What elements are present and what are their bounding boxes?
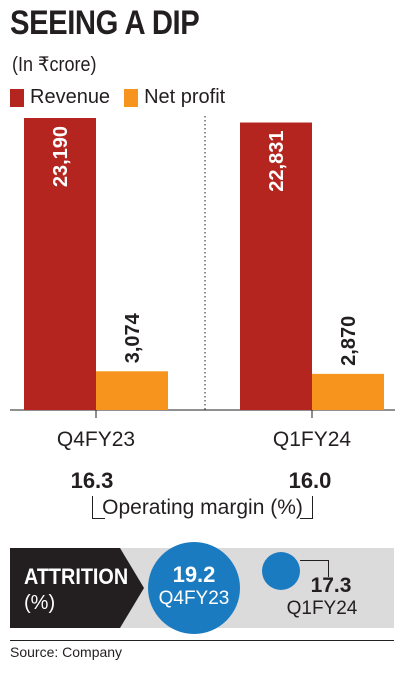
bar-revenue-q4fy23 xyxy=(24,118,96,410)
margin-label: Operating margin (%) xyxy=(102,496,303,519)
data-label-net-profit-q4fy23: 3,074 xyxy=(122,312,144,363)
margin-value-q4fy23: 16.3 xyxy=(70,468,114,493)
attrition-period-next: Q1FY24 xyxy=(286,598,358,619)
attrition-circle-current: 19.2 Q4FY23 xyxy=(148,542,240,634)
margin-value-q1fy24: 16.0 xyxy=(288,468,332,493)
attrition-period-current: Q4FY23 xyxy=(158,588,230,609)
x-tick-label-q4fy23: Q4FY23 xyxy=(57,428,135,451)
legend-item-revenue: Revenue xyxy=(10,86,110,109)
data-label-revenue-q1fy24: 22,831 xyxy=(266,131,288,192)
attrition-value-current: 19.2 xyxy=(172,562,216,587)
x-tick-label-q1fy24: Q1FY24 xyxy=(273,428,352,451)
attrition-unit: (%) xyxy=(24,592,56,614)
bar-net-profit-q4fy23 xyxy=(96,371,168,410)
bar-chart: 23,190 3,074 Q4FY23 22,831 2,870 Q1FY24 xyxy=(10,116,395,451)
data-label-net-profit-q1fy24: 2,870 xyxy=(338,316,360,366)
legend-label-net-profit: Net profit xyxy=(144,86,226,108)
attrition-value-next: 17.3 xyxy=(310,574,352,597)
attrition-circle-next xyxy=(262,552,300,590)
source-note: Source: Company xyxy=(10,644,123,660)
legend-swatch-revenue xyxy=(10,88,24,107)
legend-swatch-net-profit xyxy=(124,88,139,107)
bar-revenue-q1fy24 xyxy=(240,122,312,411)
margin-bracket-left xyxy=(92,496,105,519)
bar-net-profit-q1fy24 xyxy=(312,373,384,410)
source-rule xyxy=(10,640,394,641)
legend-label-revenue: Revenue xyxy=(30,86,111,108)
margin-bracket-right xyxy=(300,496,313,519)
attrition-label: ATTRITION xyxy=(24,564,129,589)
attrition-leader-line xyxy=(300,560,329,577)
attrition-label-box: ATTRITION (%) xyxy=(10,548,144,628)
chart-title: SEEING A DIP xyxy=(10,4,200,42)
data-label-revenue-q4fy23: 23,190 xyxy=(50,126,72,187)
legend: Revenue Net profit xyxy=(10,86,239,109)
legend-item-net-profit: Net profit xyxy=(124,86,225,109)
unit-note: (In ₹crore) xyxy=(12,54,97,76)
